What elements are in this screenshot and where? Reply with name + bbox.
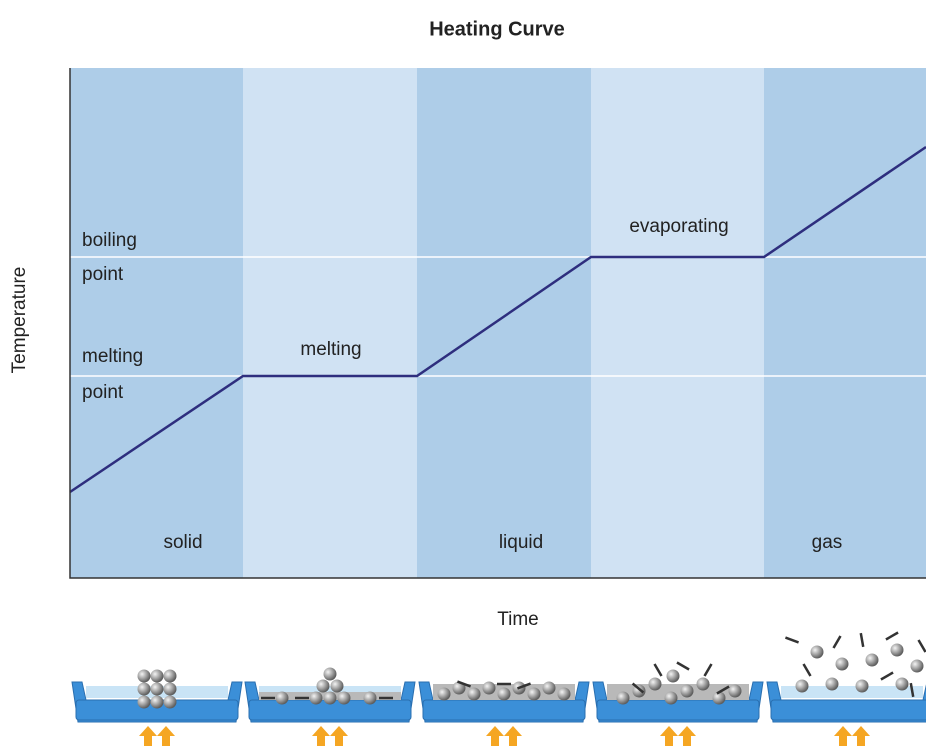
particle bbox=[467, 687, 481, 701]
plateau-label: evaporating bbox=[629, 216, 728, 237]
particle bbox=[542, 681, 556, 695]
heat-arrow bbox=[678, 726, 696, 746]
particle bbox=[150, 669, 164, 683]
particle bbox=[150, 682, 164, 696]
particle bbox=[482, 681, 496, 695]
motion-mark bbox=[917, 639, 926, 653]
particle bbox=[363, 691, 377, 705]
heat-arrow bbox=[852, 726, 870, 746]
particle bbox=[810, 645, 824, 659]
particle bbox=[712, 691, 726, 705]
reference-label: point bbox=[82, 382, 124, 403]
motion-mark bbox=[832, 635, 842, 649]
particle bbox=[330, 679, 344, 693]
heat-arrow bbox=[312, 726, 330, 746]
tray-base bbox=[770, 699, 926, 721]
particle bbox=[137, 682, 151, 696]
reference-label: melting bbox=[82, 346, 143, 367]
band bbox=[591, 68, 764, 578]
heat-arrow bbox=[486, 726, 504, 746]
particle bbox=[323, 667, 337, 681]
heat-arrow bbox=[330, 726, 348, 746]
phase-label: solid bbox=[163, 532, 202, 553]
heat-arrow bbox=[504, 726, 522, 746]
particle bbox=[696, 677, 710, 691]
particle bbox=[648, 677, 662, 691]
particle bbox=[835, 657, 849, 671]
particle bbox=[895, 677, 909, 691]
band bbox=[243, 68, 417, 578]
x-axis-label: Time bbox=[497, 609, 539, 630]
motion-mark bbox=[631, 682, 645, 694]
particle bbox=[163, 682, 177, 696]
particle bbox=[137, 669, 151, 683]
phase-illustrations bbox=[71, 631, 926, 746]
particle bbox=[825, 677, 839, 691]
motion-mark bbox=[784, 636, 800, 644]
particle bbox=[150, 695, 164, 709]
tray-base bbox=[422, 699, 586, 721]
particle bbox=[865, 653, 879, 667]
motion-mark bbox=[676, 661, 690, 671]
motion-mark bbox=[456, 680, 472, 688]
heat-arrow bbox=[834, 726, 852, 746]
motion-mark bbox=[802, 663, 812, 677]
reference-label: point bbox=[82, 264, 124, 285]
motion-mark bbox=[885, 631, 899, 641]
particle bbox=[316, 679, 330, 693]
band bbox=[764, 68, 926, 578]
particle bbox=[795, 679, 809, 693]
particle bbox=[163, 695, 177, 709]
particle bbox=[910, 659, 924, 673]
particle bbox=[137, 695, 151, 709]
particle bbox=[557, 687, 571, 701]
particle bbox=[664, 691, 678, 705]
plateau-label: melting bbox=[300, 339, 361, 360]
particle bbox=[666, 669, 680, 683]
heat-arrow bbox=[157, 726, 175, 746]
reference-label: boiling bbox=[82, 230, 137, 251]
motion-mark bbox=[909, 682, 915, 698]
particle bbox=[309, 691, 323, 705]
particle bbox=[616, 691, 630, 705]
motion-mark bbox=[859, 632, 865, 648]
band bbox=[417, 68, 591, 578]
motion-mark bbox=[703, 663, 713, 677]
particle bbox=[337, 691, 351, 705]
motion-mark bbox=[880, 671, 894, 681]
phase-label: gas bbox=[812, 532, 843, 553]
heat-arrow bbox=[660, 726, 678, 746]
particle bbox=[437, 687, 451, 701]
particle bbox=[728, 684, 742, 698]
band bbox=[70, 68, 243, 578]
axes bbox=[69, 68, 926, 579]
motion-mark bbox=[516, 682, 532, 690]
bands bbox=[70, 68, 926, 578]
particle bbox=[497, 687, 511, 701]
motion-mark bbox=[716, 685, 730, 695]
motion-mark bbox=[653, 663, 663, 677]
particle bbox=[855, 679, 869, 693]
heat-arrow bbox=[139, 726, 157, 746]
particle bbox=[275, 691, 289, 705]
particle bbox=[632, 684, 646, 698]
particle bbox=[527, 687, 541, 701]
title: Heating Curve bbox=[429, 18, 565, 40]
heating-curve bbox=[69, 145, 926, 494]
particle bbox=[452, 681, 466, 695]
y-axis-label: Temperature bbox=[9, 267, 30, 374]
phase-label: liquid bbox=[499, 532, 543, 553]
particle bbox=[163, 669, 177, 683]
particle bbox=[323, 691, 337, 705]
tray-inner bbox=[781, 686, 923, 698]
particle bbox=[680, 684, 694, 698]
particle bbox=[890, 643, 904, 657]
